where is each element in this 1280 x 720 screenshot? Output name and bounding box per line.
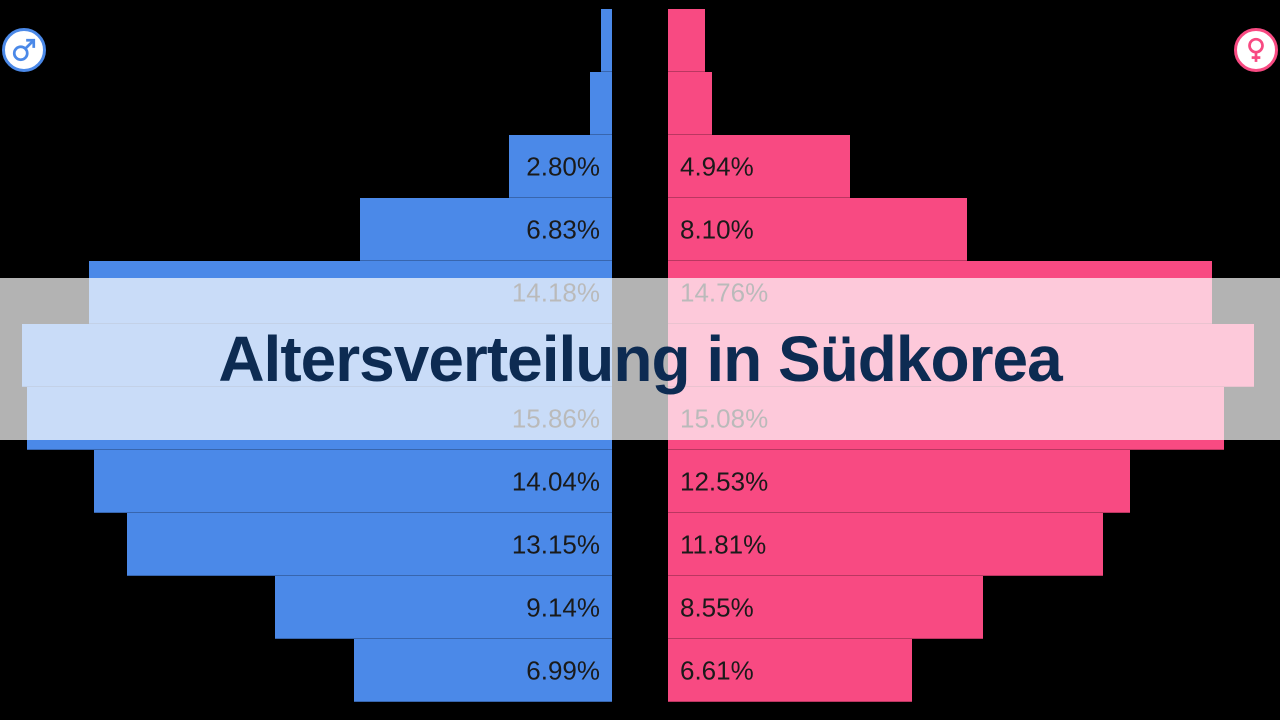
female-value-label: 6.61% [680,655,754,686]
female-value-label: 12.53% [680,466,768,497]
male-bar [590,72,612,135]
female-icon [1234,28,1278,72]
pyramid-row: 13.15% 11.81% [0,513,1280,576]
male-icon [2,28,46,72]
pyramid-row: 9.14% 8.55% [0,576,1280,639]
female-value-label: 4.94% [680,151,754,182]
male-value-label: 13.15% [512,529,600,560]
pyramid-row: 14.04% 12.53% [0,450,1280,513]
pyramid-row: 6.99% 6.61% [0,639,1280,702]
male-value-label: 9.14% [526,592,600,623]
female-value-label: 11.81% [680,529,766,560]
pyramid-row [0,9,1280,72]
male-value-label: 6.99% [526,655,600,686]
female-bar [668,72,712,135]
venus-icon [1243,37,1269,63]
pyramid-row: 2.80% 4.94% [0,135,1280,198]
female-bar [668,9,705,72]
chart-title: Altersverteilung in Südkorea [218,322,1061,396]
male-bar [601,9,612,72]
male-value-label: 14.04% [512,466,600,497]
title-overlay-band: Altersverteilung in Südkorea [0,278,1280,440]
pyramid-row [0,72,1280,135]
male-value-label: 6.83% [526,214,600,245]
male-value-label: 2.80% [526,151,600,182]
female-value-label: 8.10% [680,214,754,245]
female-value-label: 8.55% [680,592,754,623]
pyramid-row: 6.83% 8.10% [0,198,1280,261]
mars-icon [11,37,37,63]
